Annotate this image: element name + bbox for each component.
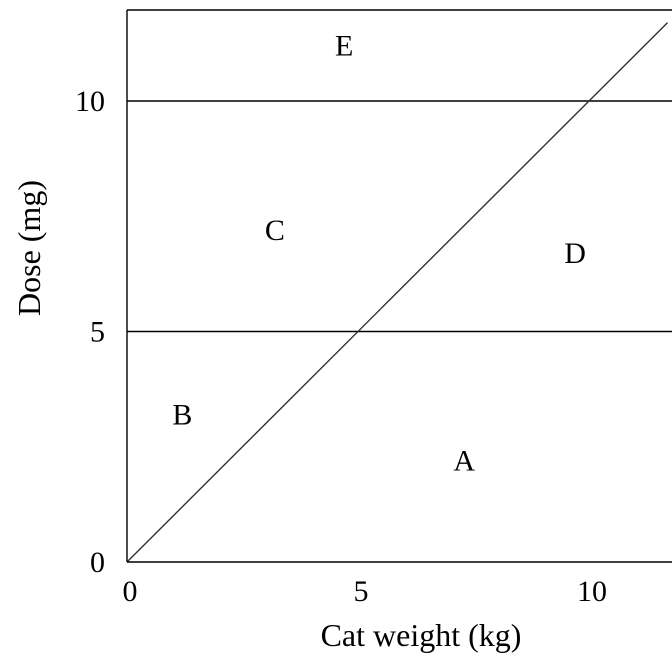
axes bbox=[126, 9, 672, 563]
series-group bbox=[126, 22, 669, 563]
horizontal-lines bbox=[127, 100, 672, 333]
x-tick-label-5: 5 bbox=[354, 575, 369, 608]
y-tick-labels: 0 5 10 bbox=[75, 85, 105, 579]
x-tick-label-0: 0 bbox=[123, 575, 138, 608]
y-tick-label-0: 0 bbox=[90, 546, 105, 579]
plot-area bbox=[127, 10, 672, 562]
y-tick-label-10: 10 bbox=[75, 85, 105, 118]
region-labels: A B C D E bbox=[172, 30, 586, 478]
region-label-b: B bbox=[172, 398, 192, 431]
region-label-a: A bbox=[453, 445, 475, 478]
region-label-d: D bbox=[564, 237, 586, 270]
series-line-0 bbox=[126, 22, 669, 563]
region-label-e: E bbox=[335, 30, 353, 63]
x-tick-label-10: 10 bbox=[577, 575, 607, 608]
x-axis-title: Cat weight (kg) bbox=[321, 617, 522, 653]
x-tick-labels: 0 5 10 bbox=[123, 575, 608, 608]
y-axis-title: Dose (mg) bbox=[11, 180, 47, 316]
y-tick-label-5: 5 bbox=[90, 316, 105, 349]
region-label-c: C bbox=[265, 214, 285, 247]
